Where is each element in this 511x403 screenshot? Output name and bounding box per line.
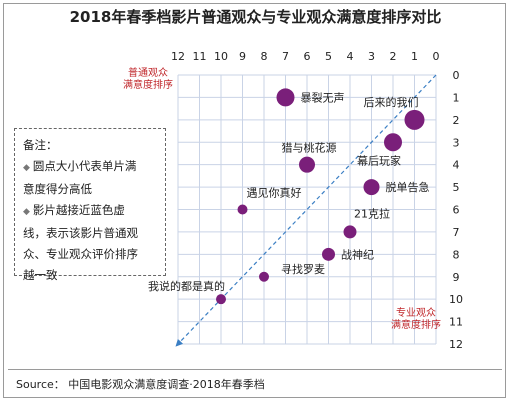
diamond-bullet-icon: ◆ xyxy=(23,207,30,217)
diamond-bullet-icon: ◆ xyxy=(23,163,30,173)
y-axis-label: 专业观众 xyxy=(396,306,436,319)
x-tick-label: 3 xyxy=(368,50,375,63)
point-label: 21克拉 xyxy=(354,206,390,220)
point-4-7 xyxy=(343,225,357,239)
point-label: 寻找罗麦 xyxy=(281,262,325,276)
point-label: 猎与桃花源 xyxy=(282,141,337,155)
x-axis-label: 普通观众 xyxy=(128,66,168,79)
x-tick-label: 9 xyxy=(239,50,246,63)
y-tick-label: 1 xyxy=(453,91,460,104)
point-7-1 xyxy=(276,88,295,107)
note-bullet-2: ◆ 影片越接近蓝色虚 xyxy=(23,200,157,223)
y-tick-label: 5 xyxy=(453,181,460,194)
y-tick-label: 0 xyxy=(453,69,460,82)
x-tick-label: 7 xyxy=(282,50,289,63)
note-bullet-1-line-1: 圆点大小代表单片满 xyxy=(32,159,137,173)
point-label: 幕后玩家 xyxy=(357,153,401,167)
note-bullet-1: ◆ 圆点大小代表单片满 xyxy=(23,156,157,179)
point-label: 我说的都是真的 xyxy=(148,279,225,293)
point-label: 遇见你真好 xyxy=(247,186,302,200)
chart-frame xyxy=(3,3,506,398)
point-1-2 xyxy=(404,109,425,130)
point-label: 战神纪 xyxy=(341,247,374,261)
x-tick-label: 4 xyxy=(347,50,354,63)
source-text: Source： 中国电影观众满意度调查·2018年春季档 xyxy=(16,378,265,391)
y-tick-label: 2 xyxy=(453,114,460,127)
point-2-3 xyxy=(384,133,402,152)
note-bullet-1-line-2: 意度得分高低 xyxy=(23,182,92,196)
point-5-8 xyxy=(322,247,335,261)
y-tick-label: 4 xyxy=(453,159,460,172)
point-label: 暴裂无声 xyxy=(301,90,345,104)
x-tick-label: 2 xyxy=(390,50,397,63)
point-10-10 xyxy=(216,294,226,305)
note-box: 备注： ◆ 圆点大小代表单片满 意度得分高低 ◆ 影片越接近蓝色虚 线，表示该影片普… xyxy=(14,128,166,282)
y-tick-label: 3 xyxy=(453,136,460,149)
x-tick-label: 0 xyxy=(433,50,440,63)
y-tick-label: 8 xyxy=(453,248,460,261)
x-tick-label: 5 xyxy=(325,50,332,63)
note-heading: 备注： xyxy=(23,138,58,152)
note-bullet-2-line-3: 众、专业观众评价排序 xyxy=(23,247,138,261)
y-tick-label: 11 xyxy=(449,316,463,329)
y-tick-label: 9 xyxy=(453,271,460,284)
x-tick-label: 11 xyxy=(193,50,207,63)
x-tick-label: 1 xyxy=(411,50,418,63)
note-bullet-2-line-1: 影片越接近蓝色虚 xyxy=(32,203,125,217)
y-tick-label: 10 xyxy=(449,293,463,306)
y-tick-label: 7 xyxy=(453,226,460,239)
point-label: 后来的我们 xyxy=(364,95,419,109)
y-tick-label: 6 xyxy=(453,204,460,217)
y-tick-label: 12 xyxy=(449,338,463,351)
point-8-9 xyxy=(259,271,269,282)
point-3-5 xyxy=(363,179,380,196)
point-6-4 xyxy=(299,156,315,173)
chart-title: 2018年春季档影片普通观众与专业观众满意度排序对比 xyxy=(69,8,442,26)
x-tick-label: 8 xyxy=(261,50,268,63)
grid xyxy=(177,74,437,345)
x-tick-label: 10 xyxy=(214,50,228,63)
source-divider xyxy=(8,369,502,370)
y-axis-label: 满意度排序 xyxy=(391,318,441,331)
x-tick-label: 6 xyxy=(304,50,311,63)
note-bullet-2-line-2: 线，表示该影片普通观 xyxy=(23,226,138,240)
point-9-6 xyxy=(237,204,248,215)
x-tick-label: 12 xyxy=(171,50,185,63)
point-label: 脱单告急 xyxy=(386,180,430,194)
note-bullet-2-line-4: 越一致 xyxy=(23,268,58,282)
x-axis-label: 满意度排序 xyxy=(123,78,173,91)
